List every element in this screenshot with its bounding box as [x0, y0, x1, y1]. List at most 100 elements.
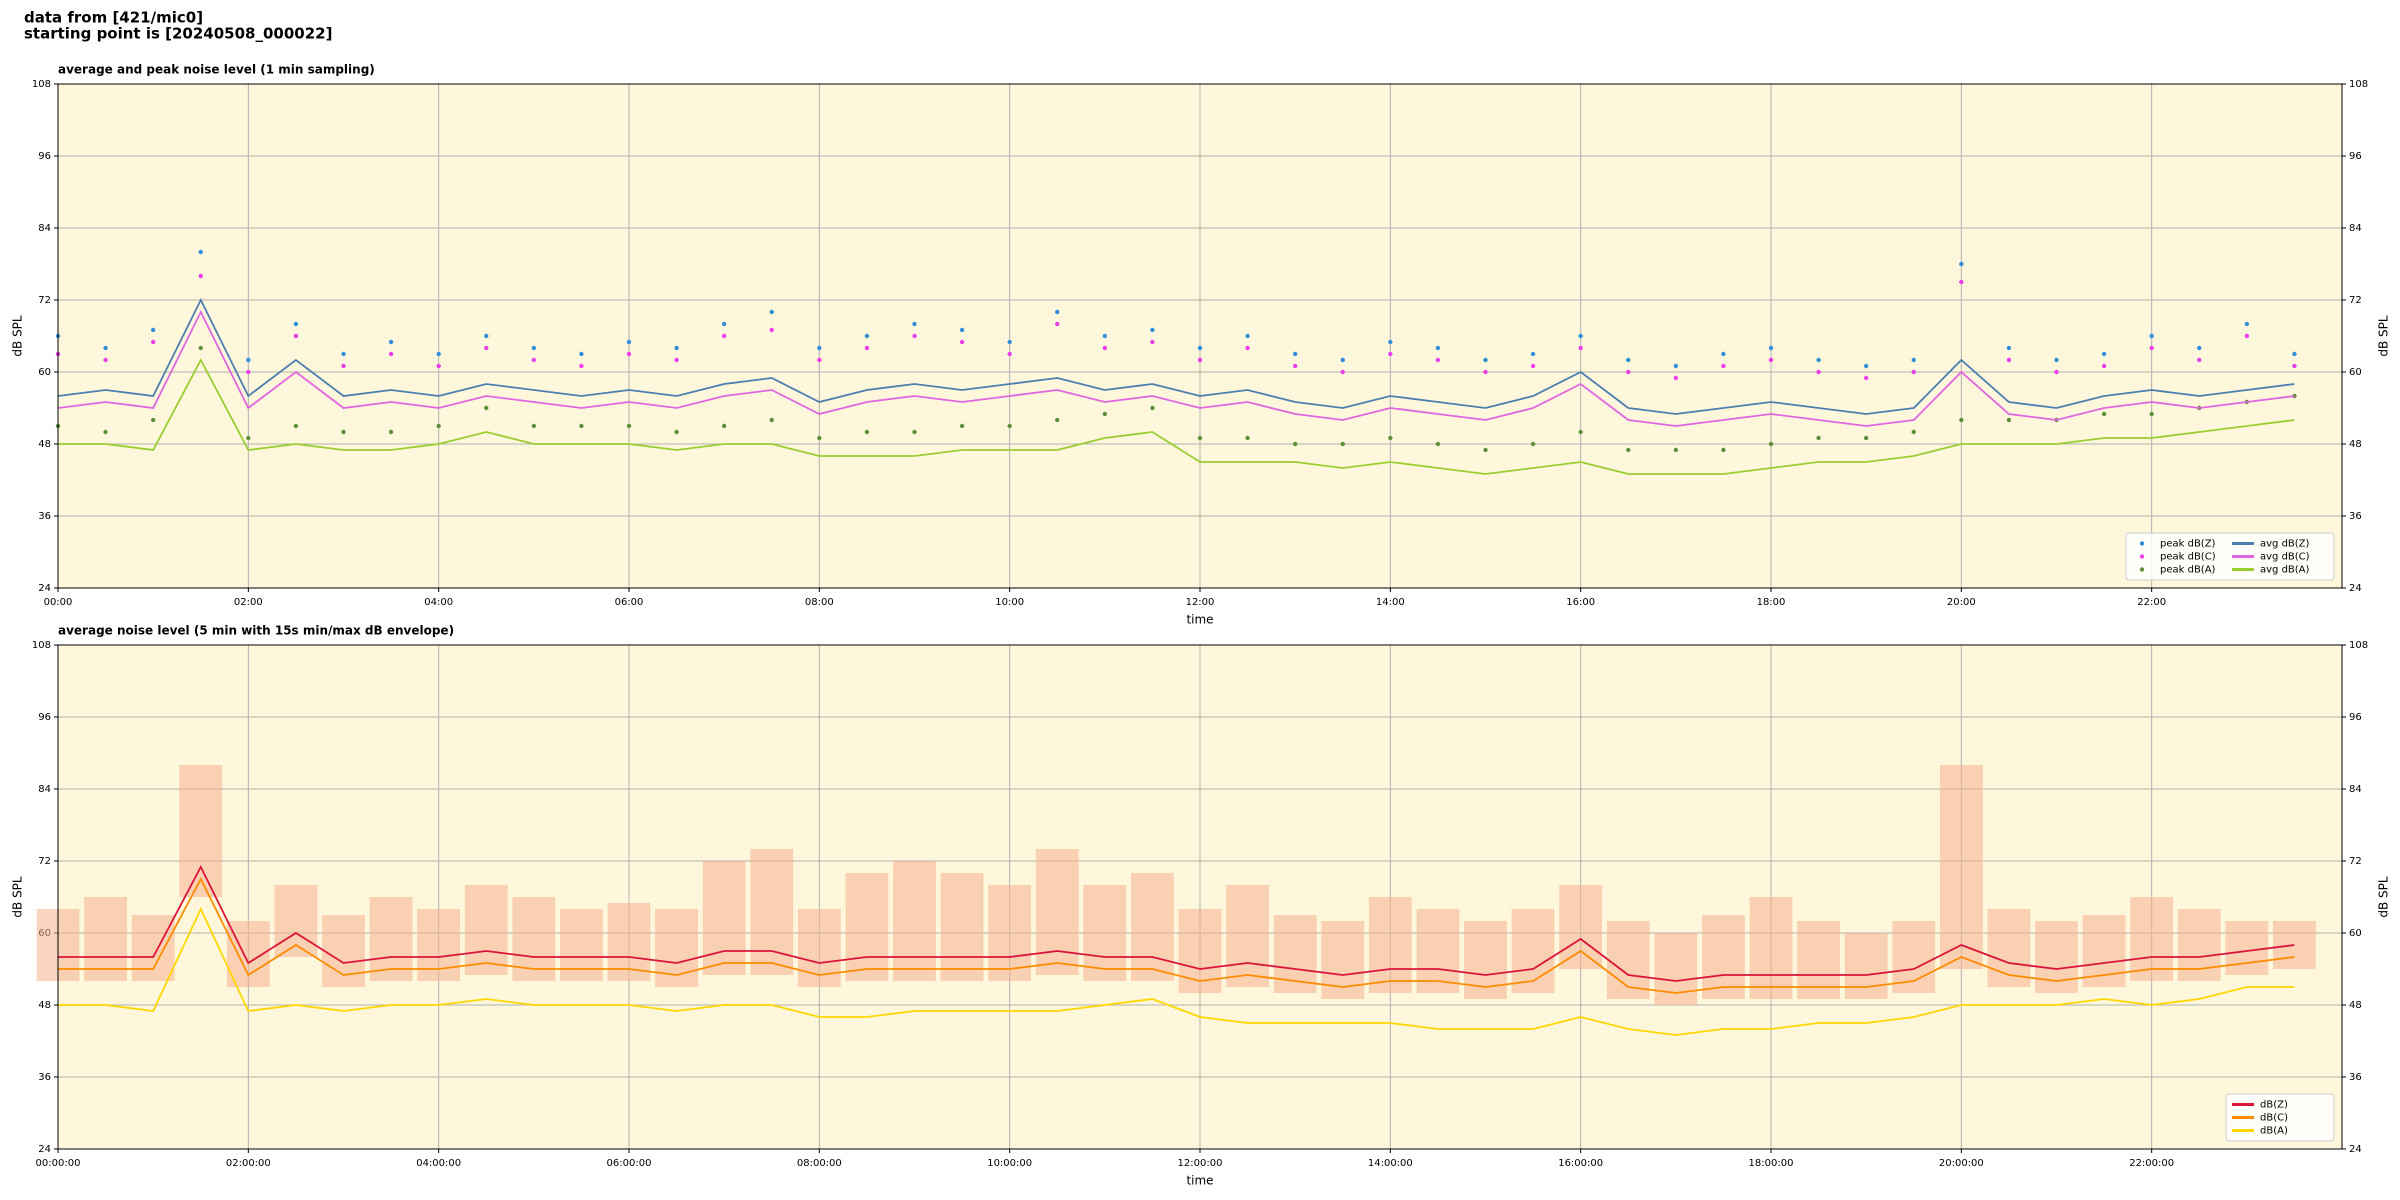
- peak-point: [150, 339, 156, 345]
- y-tick-label: 108: [32, 79, 51, 90]
- peak-point: [1959, 261, 1964, 267]
- legend-label: avg dB(Z): [2260, 539, 2310, 550]
- peak-point: [1150, 339, 1155, 345]
- peak-point: [1483, 369, 1488, 375]
- x-tick-label: 14:00: [1376, 597, 1405, 608]
- series-line: [57, 297, 2295, 415]
- peak-point: [484, 405, 489, 411]
- x-axis-label: time: [1186, 1174, 1213, 1188]
- y-tick-label: 24: [2349, 1144, 2362, 1155]
- peak-point: [1863, 363, 1869, 369]
- peak-point: [912, 429, 917, 435]
- legend-label: peak dB(A): [2160, 565, 2216, 576]
- x-tick-label: 10:00: [995, 597, 1024, 608]
- peak-point: [293, 423, 299, 429]
- peak-point: [2054, 357, 2059, 363]
- x-tick-label: 04:00:00: [416, 1158, 461, 1169]
- peak-point: [674, 357, 679, 363]
- peak-point: [1197, 435, 1203, 441]
- peak-point: [1626, 447, 1631, 453]
- peak-point: [1197, 345, 1203, 351]
- y-tick-label: 36: [38, 1072, 51, 1083]
- y-tick-label: 60: [2349, 367, 2362, 378]
- chart-title: average and peak noise level (1 min samp…: [58, 63, 375, 77]
- y-tick-label: 108: [2349, 640, 2368, 651]
- peak-point: [1959, 417, 1964, 423]
- plot-frame: [57, 83, 2343, 589]
- peak-point: [2006, 417, 2012, 423]
- peak-point: [2292, 393, 2297, 399]
- peak-point: [959, 339, 965, 345]
- peak-point: [103, 429, 108, 435]
- peak-point: [1245, 435, 1250, 441]
- peak-point: [246, 369, 251, 375]
- peak-point: [1673, 447, 1679, 453]
- peak-point: [1150, 327, 1155, 333]
- y-tick-label: 108: [32, 640, 51, 651]
- peak-point: [1245, 345, 1250, 351]
- peak-point: [1483, 357, 1488, 363]
- peak-point: [531, 423, 537, 429]
- x-tick-label: 16:00: [1566, 597, 1595, 608]
- legend-label: dB(A): [2260, 1126, 2288, 1137]
- legend-marker: [2139, 567, 2145, 572]
- peak-point: [198, 345, 203, 351]
- peak-point: [2149, 345, 2154, 351]
- peak-point: [2149, 333, 2154, 339]
- legend-label: avg dB(C): [2260, 552, 2310, 563]
- peak-point: [1435, 345, 1441, 351]
- series-line: [58, 906, 2295, 1036]
- y-tick-label: 84: [2349, 223, 2362, 234]
- x-tick-label: 22:00:00: [2129, 1158, 2174, 1169]
- peak-point: [1007, 351, 1012, 357]
- peak-point: [484, 333, 489, 339]
- peak-point: [341, 351, 346, 357]
- x-tick-label: 20:00:00: [1939, 1158, 1984, 1169]
- y-axis-label: dB SPL: [11, 315, 25, 357]
- y-tick-label: 96: [38, 712, 51, 723]
- peak-point: [864, 429, 870, 435]
- peak-point: [293, 333, 299, 339]
- y-tick-label: 72: [38, 856, 51, 867]
- peak-point: [1530, 351, 1536, 357]
- peak-point: [626, 423, 632, 429]
- y-tick-label: 48: [2349, 1000, 2362, 1011]
- peak-point: [2054, 369, 2059, 375]
- peak-point: [341, 429, 346, 435]
- peak-point: [912, 333, 917, 339]
- y-tick-label: 24: [38, 1144, 51, 1155]
- peak-point: [1055, 321, 1060, 327]
- x-tick-label: 20:00: [1947, 597, 1976, 608]
- peak-point: [626, 339, 632, 345]
- peak-point: [1721, 351, 1726, 357]
- peak-point: [388, 351, 394, 357]
- peak-point: [769, 327, 774, 333]
- peak-point: [1959, 279, 1964, 285]
- peak-point: [579, 363, 584, 369]
- peak-point: [2197, 345, 2202, 351]
- peak-point: [912, 321, 917, 327]
- x-axis-label: time: [1186, 613, 1213, 627]
- peak-point: [579, 351, 584, 357]
- peak-point: [1863, 375, 1869, 381]
- peak-point: [2292, 363, 2297, 369]
- y-tick-label: 36: [2349, 1072, 2362, 1083]
- plot-frame: [57, 644, 2343, 1150]
- chart-title: average noise level (5 min with 15s min/…: [58, 624, 454, 638]
- peak-point: [1863, 435, 1869, 441]
- x-tick-label: 04:00: [424, 597, 453, 608]
- peak-point: [1911, 429, 1916, 435]
- legend-label: peak dB(C): [2160, 552, 2216, 563]
- peak-point: [388, 339, 394, 345]
- x-tick-label: 12:00:00: [1178, 1158, 1223, 1169]
- y-axis-label: dB SPL: [11, 876, 25, 918]
- peak-point: [1721, 447, 1726, 453]
- peak-point: [674, 345, 679, 351]
- peak-point: [2149, 411, 2154, 417]
- x-tick-label: 06:00: [615, 597, 644, 608]
- peak-point: [1578, 429, 1583, 435]
- peak-point: [1673, 375, 1679, 381]
- peak-point: [1197, 357, 1203, 363]
- series-line: [58, 358, 2295, 475]
- peak-point: [103, 357, 108, 363]
